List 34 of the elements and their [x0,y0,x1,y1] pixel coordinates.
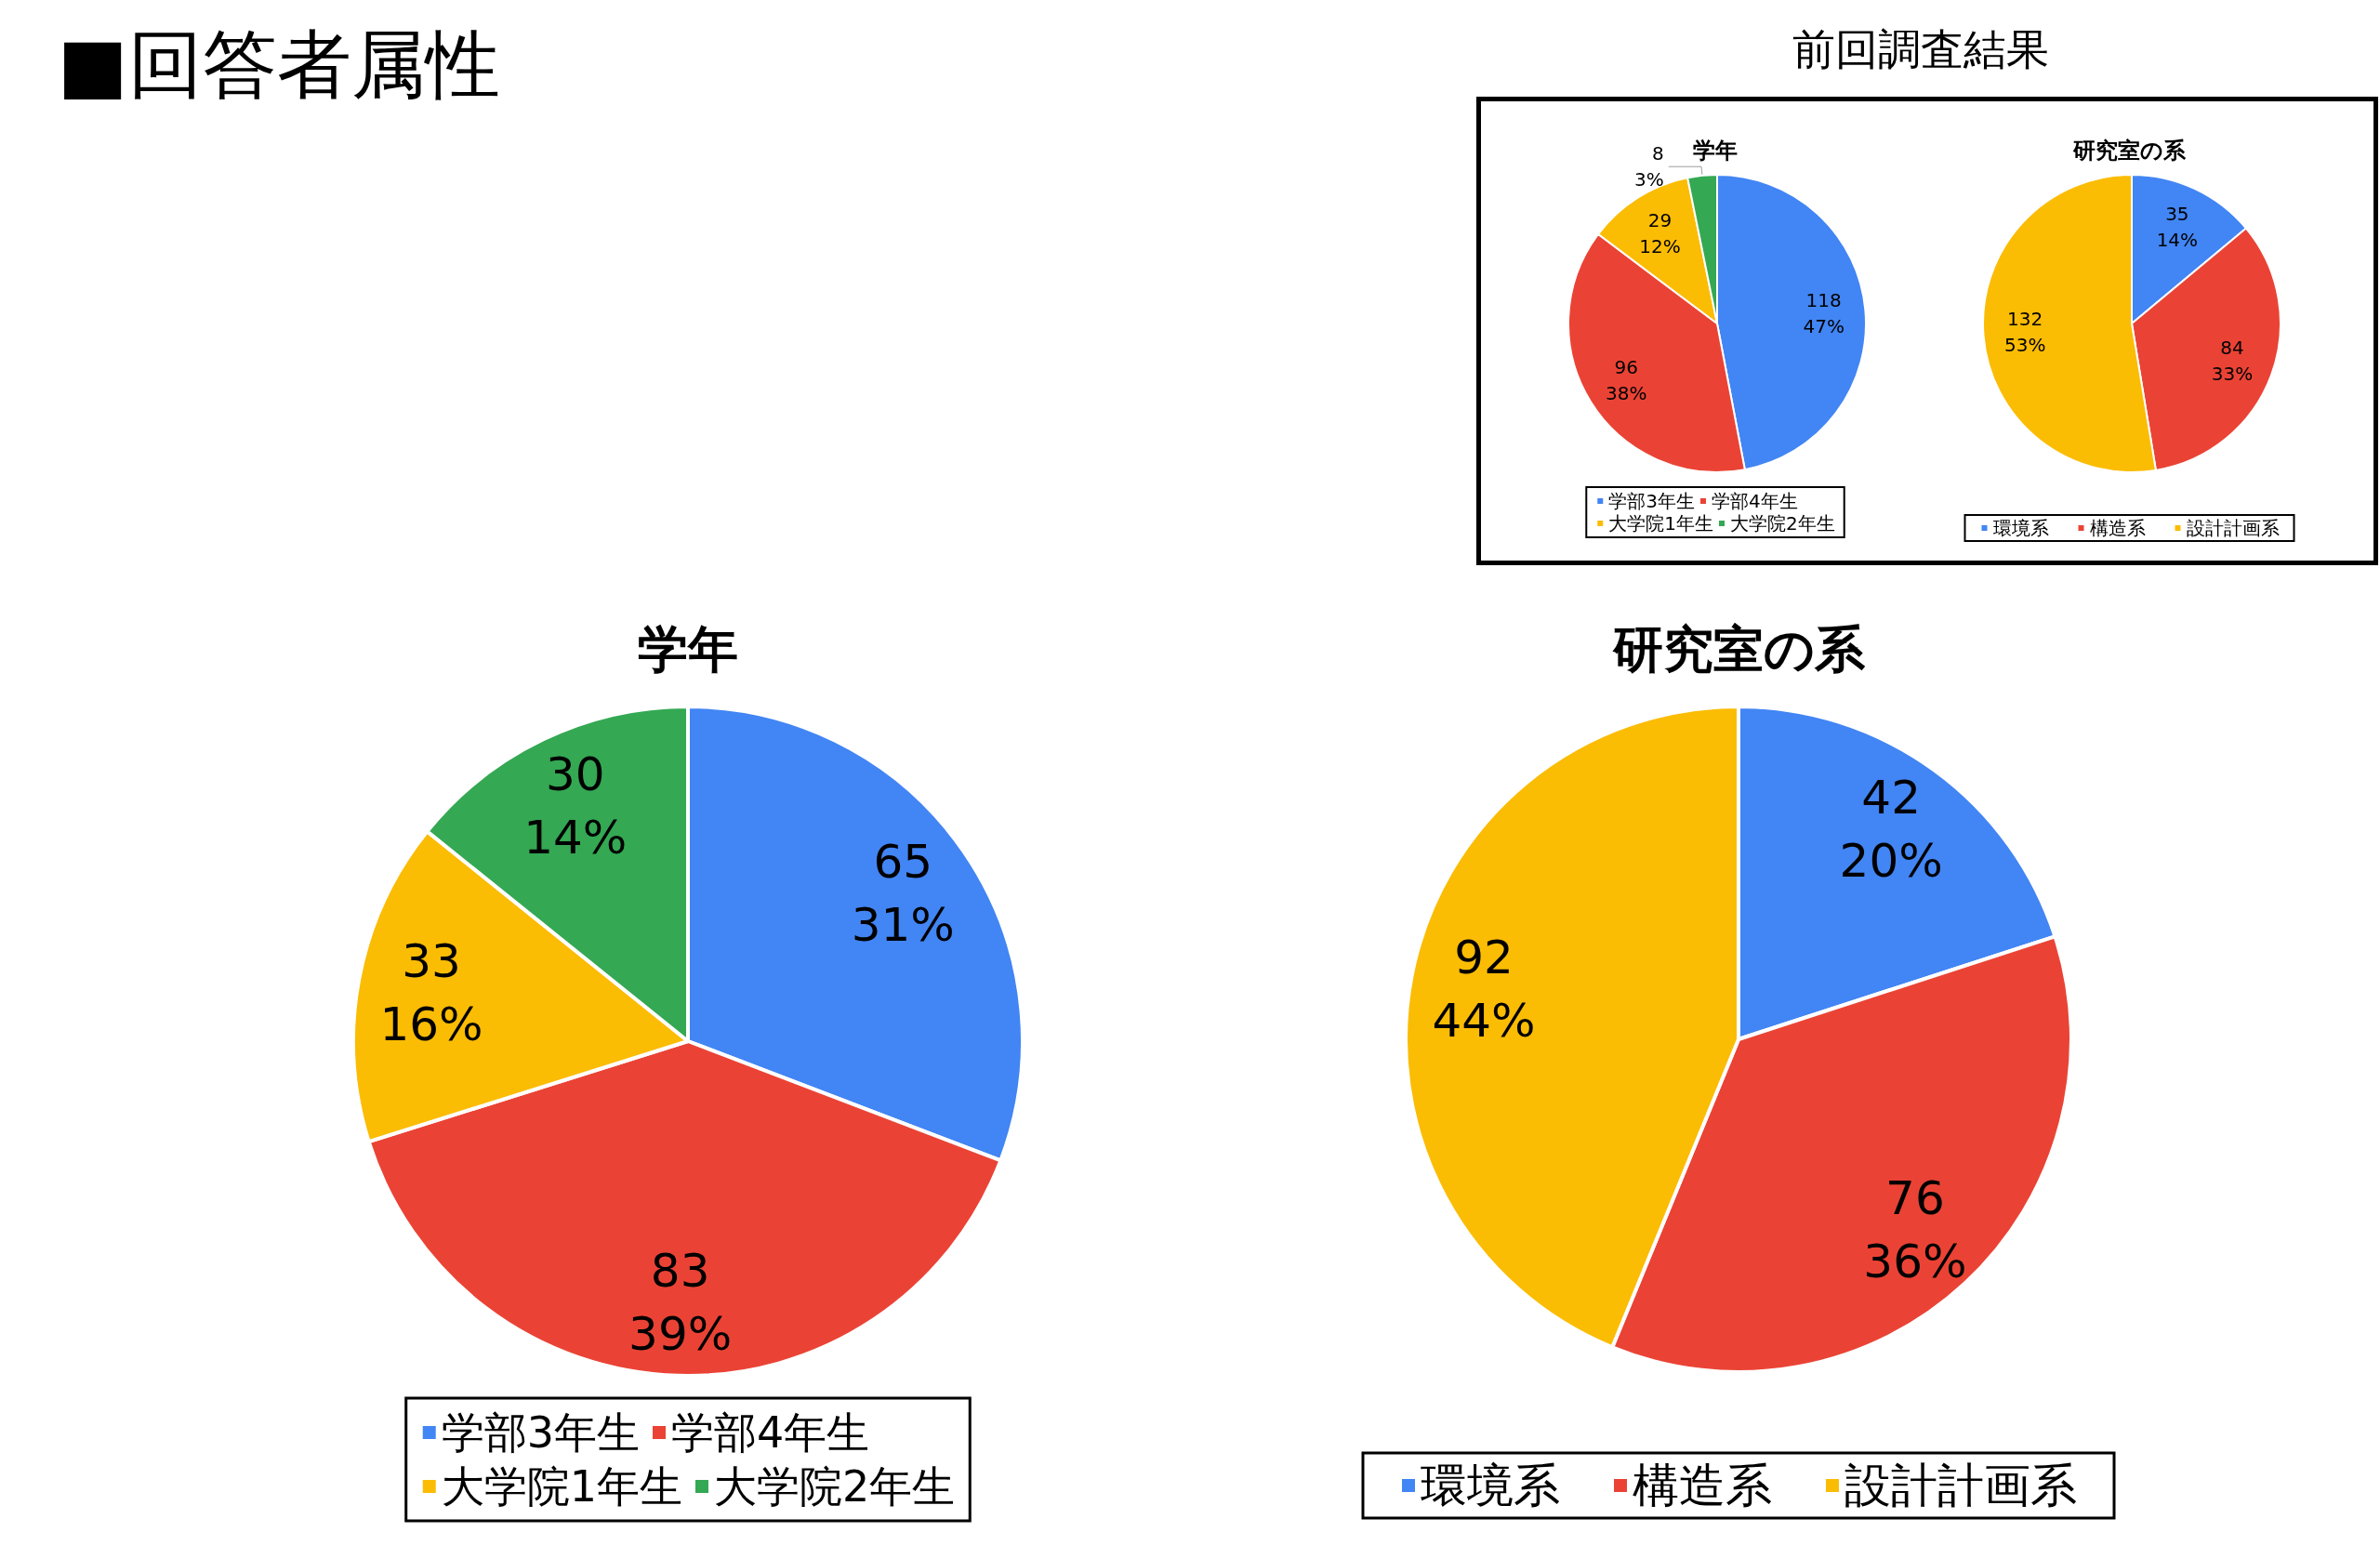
data-label: 29 12% [1639,208,1681,258]
data-label: 84 33% [2211,337,2254,386]
legend-label: 設計計画系 [2186,517,2280,539]
legend-label: 大学院1年生 [441,1461,683,1512]
legend-label: 環境系 [1992,517,2049,539]
chart-title: 学年 [638,619,738,679]
legend-label: 学部3年生 [441,1407,641,1458]
data-label: 76 36% [1863,1170,1967,1288]
chart-title: 研究室の系 [1611,619,1866,679]
legend-label: 学部4年生 [1712,490,1798,512]
data-label: 92 44% [1432,931,1536,1049]
legend-label: 構造系 [1633,1459,1772,1512]
chart-title: 学年 [1693,138,1738,164]
data-label: 132 53% [2003,308,2046,357]
chart-title: 研究室の系 [2072,138,2187,164]
legend-label: 設計計画系 [1844,1459,2077,1512]
data-label: 118 47% [1803,289,1844,338]
legend-label: 大学院1年生 [1608,512,1714,535]
data-label: 96 38% [1605,355,1647,404]
legend-label: 学部4年生 [671,1407,870,1458]
data-label: 33 16% [379,934,483,1052]
data-label: 8 3% [1634,142,1664,191]
data-label: 83 39% [628,1243,733,1361]
legend-label: 構造系 [2089,517,2146,539]
legend-label: 学部3年生 [1608,490,1696,512]
text: 前回調査結果 [1792,24,2049,76]
legend-label: 大学院2年生 [1730,512,1835,535]
legend-label: 大学院2年生 [714,1461,956,1512]
text: ■回答者属性 [58,20,500,110]
legend-label: 環境系 [1421,1459,1560,1512]
data-label: 30 14% [523,746,628,865]
data-label: 42 20% [1839,771,1943,889]
data-label: 35 14% [2156,202,2199,251]
data-label: 65 31% [851,834,955,952]
